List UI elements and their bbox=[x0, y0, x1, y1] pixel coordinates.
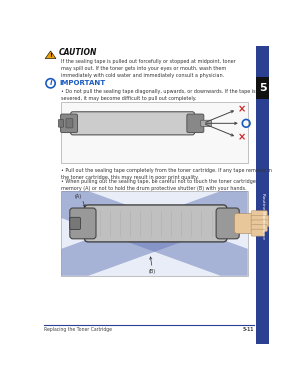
Polygon shape bbox=[61, 191, 248, 276]
Text: • When pulling out the sealing tape, be careful not to touch the toner cartridge: • When pulling out the sealing tape, be … bbox=[61, 179, 256, 191]
Text: 5: 5 bbox=[259, 83, 266, 93]
FancyBboxPatch shape bbox=[61, 114, 77, 132]
FancyBboxPatch shape bbox=[66, 119, 73, 128]
Bar bbox=[61, 102, 248, 163]
FancyBboxPatch shape bbox=[70, 217, 81, 230]
FancyBboxPatch shape bbox=[201, 120, 212, 126]
FancyBboxPatch shape bbox=[251, 225, 267, 232]
Text: (A): (A) bbox=[75, 194, 82, 199]
FancyBboxPatch shape bbox=[251, 229, 264, 236]
FancyBboxPatch shape bbox=[216, 208, 239, 239]
Text: i: i bbox=[50, 80, 52, 86]
FancyBboxPatch shape bbox=[251, 211, 267, 218]
Text: ×: × bbox=[238, 105, 246, 115]
FancyBboxPatch shape bbox=[187, 114, 204, 132]
FancyBboxPatch shape bbox=[70, 208, 96, 239]
Text: (B): (B) bbox=[148, 269, 156, 274]
Text: !: ! bbox=[49, 53, 52, 58]
Text: • Do not pull the sealing tape diagonally, upwards, or downwards. If the tape is: • Do not pull the sealing tape diagonall… bbox=[61, 90, 256, 102]
FancyBboxPatch shape bbox=[58, 120, 64, 127]
FancyBboxPatch shape bbox=[251, 220, 269, 227]
Bar bbox=[256, 46, 269, 344]
Text: IMPORTANT: IMPORTANT bbox=[59, 80, 105, 86]
Polygon shape bbox=[61, 191, 248, 276]
Text: • Pull out the sealing tape completely from the toner cartridge. If any tape rem: • Pull out the sealing tape completely f… bbox=[61, 168, 272, 180]
FancyBboxPatch shape bbox=[235, 213, 261, 234]
Text: If the sealing tape is pulled out forcefully or stopped at midpoint, toner
may s: If the sealing tape is pulled out forcef… bbox=[61, 59, 236, 78]
Text: ×: × bbox=[238, 132, 246, 142]
Polygon shape bbox=[45, 51, 56, 59]
Text: CAUTION: CAUTION bbox=[59, 48, 98, 57]
Text: Replacing the Toner Cartridge: Replacing the Toner Cartridge bbox=[44, 327, 112, 332]
FancyBboxPatch shape bbox=[70, 112, 195, 135]
FancyBboxPatch shape bbox=[85, 205, 227, 242]
Text: Routine Maintenance: Routine Maintenance bbox=[261, 193, 265, 239]
Bar bbox=[61, 191, 248, 276]
Bar bbox=[256, 77, 269, 99]
Text: 5-11: 5-11 bbox=[242, 327, 254, 332]
FancyBboxPatch shape bbox=[251, 215, 269, 222]
